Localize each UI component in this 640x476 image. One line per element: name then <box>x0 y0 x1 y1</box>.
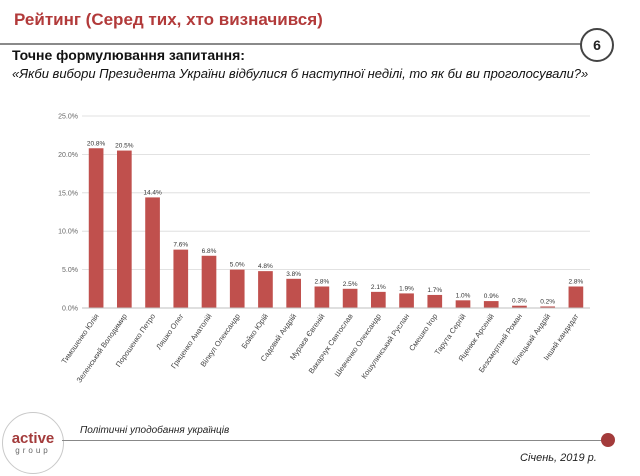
data-label: 1.9% <box>399 285 414 292</box>
data-label: 3.8% <box>286 271 301 278</box>
x-tick-label: Зеленський Володимир <box>75 312 129 384</box>
question-heading: Точне формулювання запитання: <box>12 47 245 63</box>
footer-caption: Політичні уподобання українців <box>80 425 230 436</box>
bar <box>342 288 358 308</box>
question-text: «Якби вибори Президента України відбулис… <box>12 66 589 81</box>
bar <box>229 269 245 308</box>
bar <box>286 278 302 308</box>
logo-main-text: active <box>11 429 55 447</box>
header-divider <box>0 43 596 45</box>
bar <box>314 286 330 308</box>
footer-divider <box>62 440 608 441</box>
bar <box>568 286 584 308</box>
bar <box>201 255 217 308</box>
bar <box>173 249 189 308</box>
data-label: 2.8% <box>314 278 329 285</box>
y-tick-label: 10.0% <box>58 229 78 236</box>
y-tick-label: 5.0% <box>62 267 78 274</box>
data-label: 0.3% <box>512 298 527 305</box>
page-number-badge: 6 <box>580 28 614 62</box>
company-logo: active group <box>2 412 64 474</box>
footer-date: Січень, 2019 р. <box>520 452 597 464</box>
bar <box>258 271 273 308</box>
data-label: 14.4% <box>143 189 162 196</box>
slide-title: Рейтинг (Серед тих, хто визначився) <box>14 10 323 29</box>
bar <box>145 197 160 308</box>
logo-sub-text: group <box>15 445 51 455</box>
y-tick-label: 25.0% <box>58 114 78 121</box>
data-label: 4.8% <box>258 263 273 270</box>
bar <box>399 293 414 308</box>
bar <box>455 300 471 308</box>
bar <box>540 306 556 308</box>
bar <box>88 148 104 308</box>
data-label: 6.8% <box>202 248 217 255</box>
data-label: 0.9% <box>484 293 499 300</box>
bar <box>512 305 527 308</box>
bar-chart: 0.0%5.0%10.0%15.0%20.0%25.0%20.8%Тимошен… <box>58 114 590 384</box>
data-label: 2.1% <box>371 284 386 291</box>
data-label: 20.5% <box>115 143 134 150</box>
bar <box>483 301 499 308</box>
x-tick-label: Бойко Юрій <box>239 312 270 350</box>
footer-dot <box>601 433 615 447</box>
bar <box>116 150 132 308</box>
data-label: 1.7% <box>427 287 442 294</box>
data-label: 7.6% <box>173 242 188 249</box>
y-tick-label: 20.0% <box>58 152 78 159</box>
y-tick-label: 0.0% <box>62 306 78 313</box>
y-tick-label: 15.0% <box>58 190 78 197</box>
bar <box>427 294 443 308</box>
data-label: 2.8% <box>568 278 583 285</box>
data-label: 5.0% <box>230 262 245 269</box>
data-label: 20.8% <box>87 140 106 147</box>
data-label: 2.5% <box>343 281 358 288</box>
bar <box>370 291 386 308</box>
x-tick-label: Смешко Ігор <box>407 312 439 353</box>
data-label: 1.0% <box>456 292 471 299</box>
x-tick-label: Ляшко Олег <box>154 312 185 351</box>
data-label: 0.2% <box>540 298 555 305</box>
